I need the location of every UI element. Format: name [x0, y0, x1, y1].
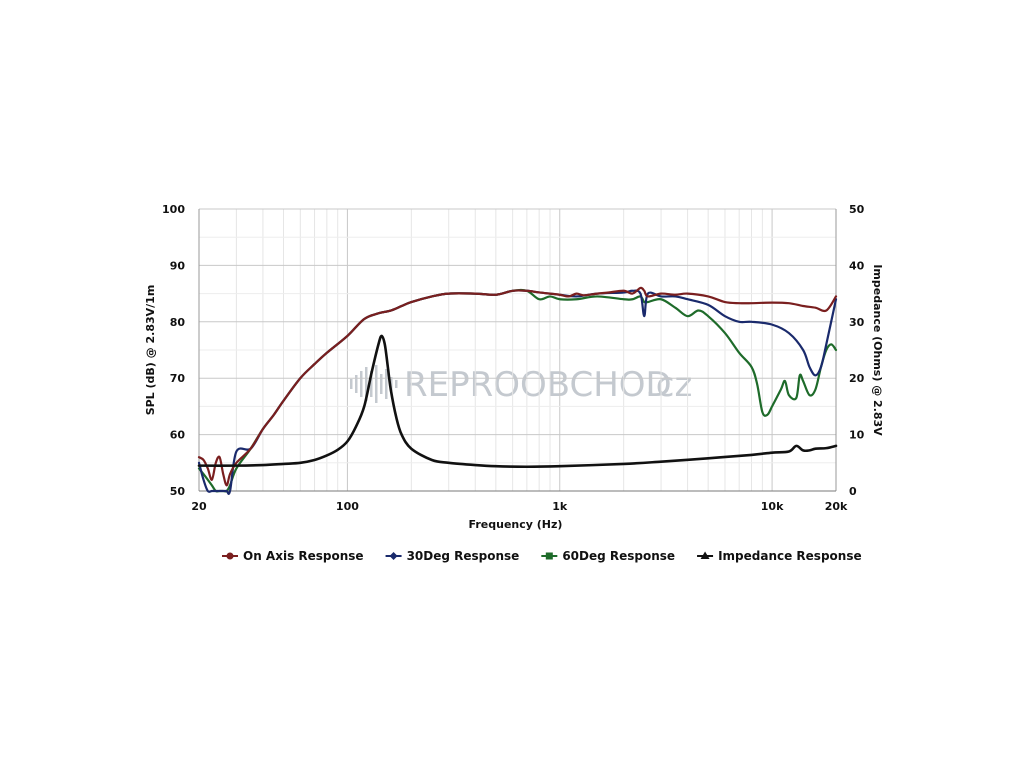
- legend-item-30deg-response[interactable]: 30Deg Response: [385, 549, 520, 563]
- y-axis-title: SPL (dB) @ 2.83V/1m: [144, 285, 157, 416]
- legend-triangle-marker-icon: [700, 551, 710, 559]
- legend-label: 60Deg Response: [562, 549, 675, 563]
- watermark-bar: [375, 365, 378, 403]
- x-tick-label: 20k: [825, 500, 848, 513]
- watermark-bar: [365, 367, 368, 401]
- y2-axis-title: Impedance (Ohms) @ 2.83V: [871, 264, 884, 436]
- legend-item-60deg-response[interactable]: 60Deg Response: [541, 549, 675, 563]
- watermark-bar: [385, 369, 388, 399]
- y2-tick-label: 50: [849, 203, 865, 216]
- axes-layer: 20 100 1k 10k 20k 50 60 70 80 90 100 0 10 20 30 40 50 Fre…: [144, 203, 884, 531]
- y-tick-label: 60: [170, 429, 186, 442]
- watermark-logo-icon: [350, 365, 398, 403]
- y-tick-label: 80: [170, 316, 186, 329]
- watermark-bar: [360, 371, 363, 397]
- watermark-bar: [390, 377, 393, 391]
- x-tick-label: 20: [191, 500, 207, 513]
- series-line-on-axis-response: [197, 286, 838, 487]
- watermark-bar: [395, 380, 398, 388]
- y2-tick-label: 0: [849, 485, 857, 498]
- legend-label: 30Deg Response: [407, 549, 520, 563]
- x-tick-label: 1k: [552, 500, 568, 513]
- watermark-suffix: .cz: [645, 365, 692, 405]
- legend-label: Impedance Response: [718, 549, 862, 563]
- series-line-impedance-response: [197, 334, 838, 469]
- y2-tick-label: 20: [849, 372, 865, 385]
- legend-item-on-axis-response[interactable]: On Axis Response: [222, 549, 364, 563]
- x-tick-label: 10k: [761, 500, 784, 513]
- y2-tick-label: 40: [849, 259, 865, 272]
- x-tick-label: 100: [336, 500, 359, 513]
- x-axis-title: Frequency (Hz): [469, 518, 563, 531]
- y-tick-label: 70: [170, 372, 186, 385]
- legend-diamond-marker-icon: [389, 552, 398, 560]
- y-tick-label: 100: [162, 203, 185, 216]
- watermark-text: REPROOBCHOD: [404, 365, 672, 405]
- legend-item-impedance-response[interactable]: Impedance Response: [697, 549, 862, 563]
- legend-circle-marker-icon: [226, 552, 234, 560]
- watermark-bar: [350, 379, 353, 389]
- watermark-bar: [380, 374, 383, 394]
- series-layer: [197, 286, 838, 495]
- watermark-bar: [355, 375, 358, 393]
- y2-tick-label: 30: [849, 316, 865, 329]
- legend-label: On Axis Response: [243, 549, 364, 563]
- watermark-bar: [370, 371, 373, 397]
- y2-tick-label: 10: [849, 429, 865, 442]
- y-tick-label: 90: [170, 259, 186, 272]
- y-tick-label: 50: [170, 485, 186, 498]
- legend-square-marker-icon: [545, 552, 553, 560]
- legend: On Axis Response 30Deg Response 60Deg Resp…: [222, 549, 862, 563]
